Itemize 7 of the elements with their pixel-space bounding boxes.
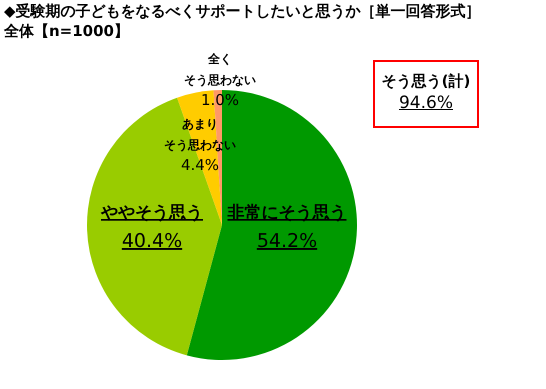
slice-label: 全くそう思わない <box>184 52 256 87</box>
chart-title: ◆受験期の子どもをなるべくサポートしたいと思うか［単一回答形式］ <box>4 2 481 21</box>
data-label: 4.4% <box>180 156 220 174</box>
data-label: 40.4% <box>122 230 182 252</box>
chart-subtitle: 全体【n=1000】 <box>4 22 129 41</box>
data-label: 54.2% <box>256 230 318 252</box>
text: そう思う(計) 94.6% <box>380 72 472 113</box>
